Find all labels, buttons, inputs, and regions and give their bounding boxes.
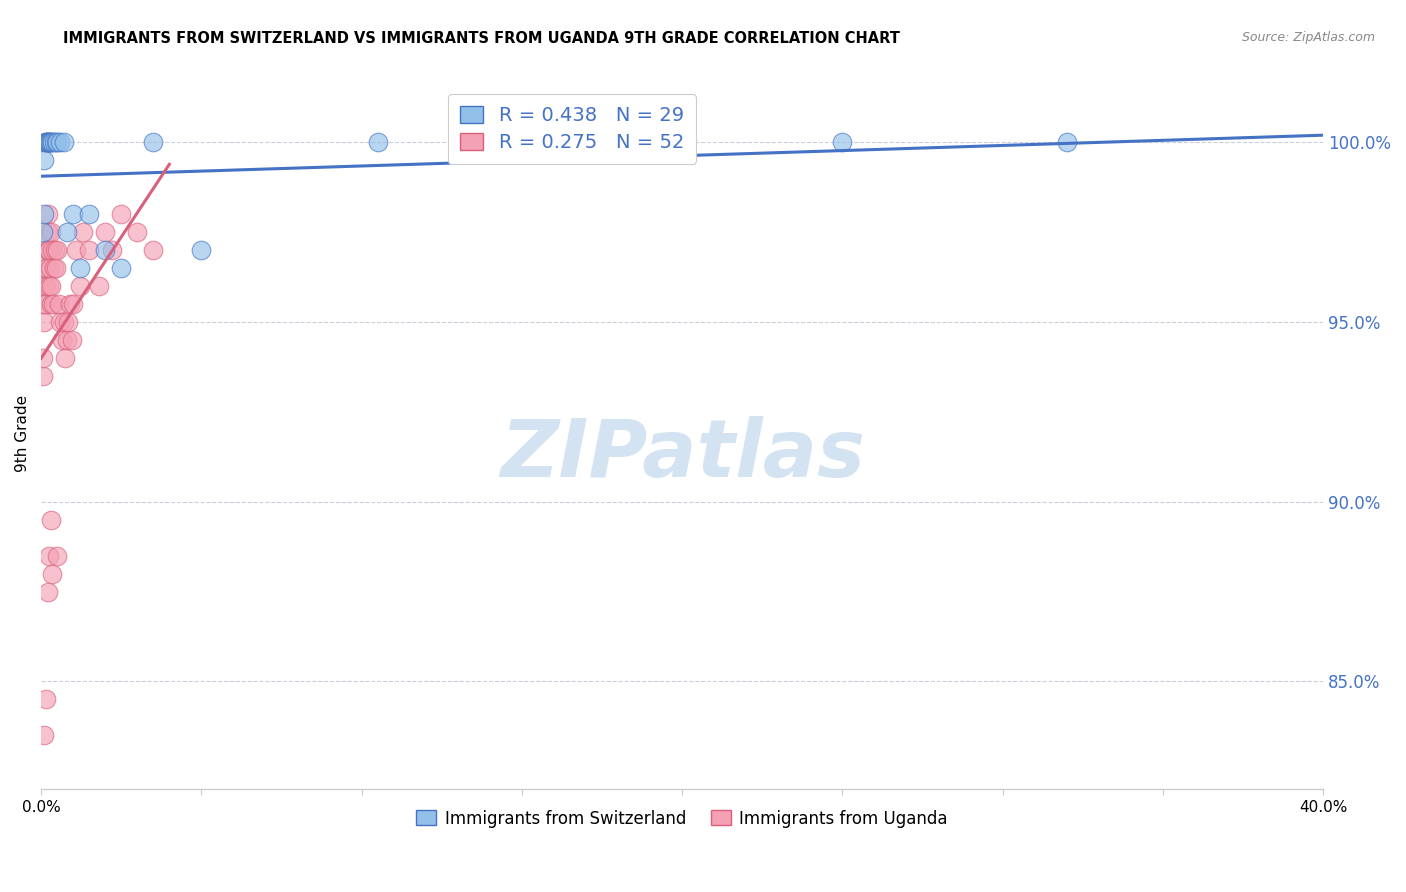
Point [41, 566, 63, 581]
Point [34, 153, 56, 168]
Point [49, 135, 72, 149]
Point [39, 135, 62, 149]
Point [46, 549, 69, 563]
Point [37, 584, 59, 599]
Point [35, 260, 58, 275]
Point [42, 135, 65, 149]
Text: IMMIGRANTS FROM SWITZERLAND VS IMMIGRANTS FROM UGANDA 9TH GRADE CORRELATION CHAR: IMMIGRANTS FROM SWITZERLAND VS IMMIGRANT… [63, 31, 900, 46]
Point [77, 243, 100, 257]
Point [39, 225, 62, 239]
Point [39, 135, 62, 149]
Point [31, 368, 53, 383]
Point [46, 243, 69, 257]
Point [190, 243, 212, 257]
Point [94, 225, 117, 239]
Point [41, 279, 63, 293]
Text: ZIPatlas: ZIPatlas [499, 416, 865, 493]
Point [59, 297, 82, 311]
Point [831, 135, 853, 149]
Point [34, 260, 56, 275]
Point [62, 297, 84, 311]
Point [37, 243, 59, 257]
Point [55, 333, 77, 347]
Point [35, 135, 58, 149]
Point [41, 243, 63, 257]
Point [87, 279, 110, 293]
Point [42, 260, 65, 275]
Point [37, 135, 59, 149]
Point [44, 243, 66, 257]
Point [94, 243, 117, 257]
Point [35, 135, 58, 149]
Point [34, 135, 56, 149]
Point [48, 297, 70, 311]
Point [35, 243, 58, 257]
Point [77, 207, 100, 221]
Point [69, 279, 91, 293]
Legend: Immigrants from Switzerland, Immigrants from Uganda: Immigrants from Switzerland, Immigrants … [409, 803, 955, 834]
Point [35, 692, 58, 706]
Point [51, 333, 73, 347]
Point [60, 333, 83, 347]
Text: Source: ZipAtlas.com: Source: ZipAtlas.com [1241, 31, 1375, 45]
Point [34, 297, 56, 311]
Point [32, 315, 55, 329]
Point [72, 225, 94, 239]
Point [34, 297, 56, 311]
Point [58, 315, 80, 329]
Point [46, 135, 69, 149]
Point [38, 279, 60, 293]
Point [110, 260, 132, 275]
Point [53, 351, 76, 365]
Point [127, 225, 149, 239]
Point [37, 135, 59, 149]
Point [38, 549, 60, 563]
Point [39, 260, 62, 275]
Point [35, 279, 58, 293]
Point [65, 243, 87, 257]
Point [38, 243, 60, 257]
Point [142, 243, 165, 257]
Point [34, 728, 56, 742]
Point [52, 315, 75, 329]
Point [44, 135, 66, 149]
Point [110, 207, 132, 221]
Point [37, 207, 59, 221]
Point [34, 279, 56, 293]
Point [100, 243, 122, 257]
Point [38, 135, 60, 149]
Point [142, 135, 165, 149]
Point [62, 207, 84, 221]
Point [1056, 135, 1078, 149]
Point [55, 225, 77, 239]
Point [42, 297, 65, 311]
Point [44, 260, 66, 275]
Point [367, 135, 389, 149]
Point [41, 135, 63, 149]
Point [31, 225, 53, 239]
Point [52, 135, 75, 149]
Point [510, 135, 533, 149]
Point [37, 225, 59, 239]
Point [69, 260, 91, 275]
Point [39, 297, 62, 311]
Point [39, 513, 62, 527]
Point [32, 351, 55, 365]
Point [32, 207, 55, 221]
Y-axis label: 9th Grade: 9th Grade [15, 395, 30, 472]
Point [49, 315, 72, 329]
